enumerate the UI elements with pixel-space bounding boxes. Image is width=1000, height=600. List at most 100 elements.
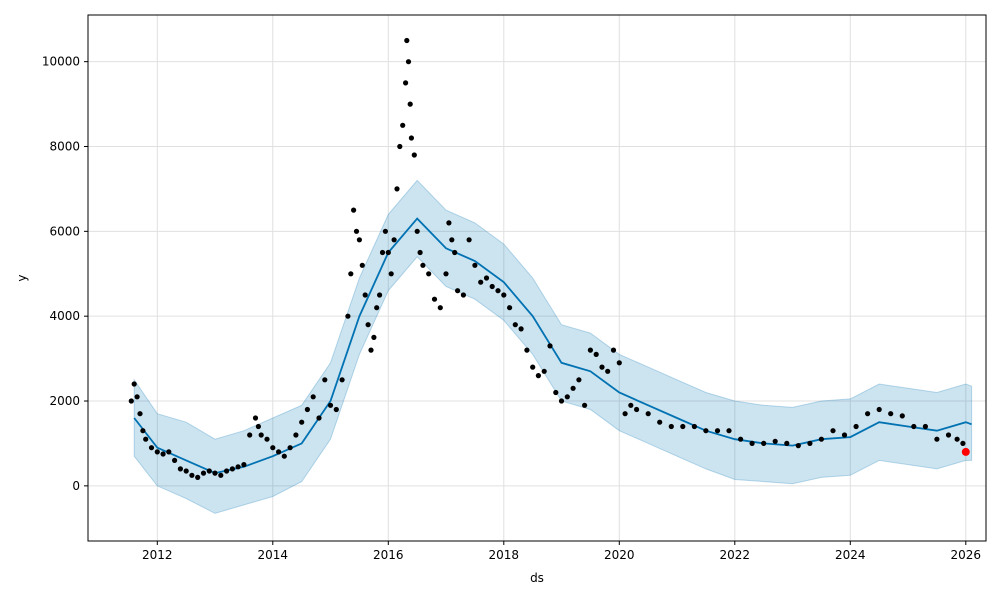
observed-point xyxy=(628,402,634,408)
observed-point xyxy=(333,406,339,413)
observed-point xyxy=(403,80,409,86)
observed-point xyxy=(258,432,264,438)
observed-point xyxy=(351,207,357,213)
x-tick-label: 2026 xyxy=(951,548,982,562)
observed-point xyxy=(466,237,472,243)
observed-point xyxy=(345,313,351,319)
observed-point xyxy=(587,347,594,353)
observed-point xyxy=(703,428,709,434)
observed-point xyxy=(911,423,917,430)
observed-point xyxy=(316,415,322,421)
observed-point xyxy=(405,59,412,65)
observed-point xyxy=(426,271,432,277)
observed-point xyxy=(400,122,406,128)
observed-point xyxy=(576,377,582,383)
observed-point xyxy=(414,228,420,234)
x-tick-label: 2016 xyxy=(373,548,404,562)
observed-point xyxy=(417,249,423,256)
grid-lines xyxy=(88,15,986,541)
observed-point xyxy=(749,440,755,446)
y-tick-label: 8000 xyxy=(49,140,80,154)
observed-point xyxy=(140,428,146,434)
x-tick-label: 2012 xyxy=(142,548,173,562)
observed-point xyxy=(431,296,438,302)
observed-point xyxy=(954,436,960,442)
observed-point xyxy=(478,279,484,285)
observed-point xyxy=(512,322,518,328)
observed-point xyxy=(224,468,230,474)
observed-point xyxy=(408,135,414,141)
latest-point-highlight xyxy=(961,447,970,456)
observed-point xyxy=(507,305,513,311)
observed-point xyxy=(359,262,365,268)
observed-point xyxy=(310,394,316,400)
observed-point xyxy=(795,443,801,449)
observed-point xyxy=(865,411,871,417)
observed-point xyxy=(443,271,449,277)
observed-point xyxy=(570,385,576,391)
observed-point xyxy=(200,470,207,476)
observed-point xyxy=(888,411,894,417)
observed-point xyxy=(945,432,952,438)
observed-point xyxy=(276,449,282,455)
observed-point xyxy=(166,449,172,455)
observed-point xyxy=(446,220,452,226)
observed-point xyxy=(397,143,403,150)
observed-point xyxy=(483,275,490,281)
observed-point xyxy=(241,462,247,468)
observed-point xyxy=(524,347,530,353)
observed-point xyxy=(154,449,160,455)
observed-point xyxy=(599,364,605,370)
observed-point xyxy=(449,237,455,243)
observed-point xyxy=(495,288,501,294)
observed-point xyxy=(634,406,640,413)
observed-point xyxy=(411,152,417,158)
observed-point xyxy=(235,464,241,470)
y-tick-label: 2000 xyxy=(49,394,80,408)
x-axis-label: ds xyxy=(530,571,544,585)
observed-point xyxy=(807,440,813,446)
y-tick-label: 6000 xyxy=(49,224,80,238)
observed-point xyxy=(281,453,287,459)
x-tick-label: 2020 xyxy=(604,548,635,562)
observed-point xyxy=(371,334,377,340)
observed-point xyxy=(714,428,721,434)
observed-point xyxy=(137,411,143,417)
observed-point xyxy=(657,419,663,425)
x-tick-label: 2018 xyxy=(489,548,520,562)
observed-point xyxy=(535,373,542,379)
observed-point xyxy=(668,423,674,430)
observed-point xyxy=(183,468,189,474)
observed-point xyxy=(530,364,536,370)
uncertainty-band-layer xyxy=(133,179,973,514)
observed-point xyxy=(452,249,458,256)
observed-point xyxy=(853,423,859,430)
observed-point xyxy=(818,436,825,442)
observed-point xyxy=(229,466,235,472)
x-tick-label: 2022 xyxy=(720,548,751,562)
observed-point xyxy=(558,398,565,404)
x-tick-label: 2024 xyxy=(835,548,866,562)
observed-point xyxy=(501,292,507,298)
observed-point xyxy=(960,440,966,446)
observed-point xyxy=(368,347,374,353)
observed-point xyxy=(784,440,790,446)
observed-point xyxy=(394,186,400,192)
observed-point xyxy=(131,381,137,387)
observed-point xyxy=(437,305,443,311)
observed-point xyxy=(327,402,334,408)
observed-point xyxy=(593,351,599,357)
observed-point xyxy=(206,468,212,474)
observed-point xyxy=(404,37,410,44)
observed-point xyxy=(356,237,362,243)
x-axis-ticks: 2012 2014 2016 2018 2020 2022 2024 2026 xyxy=(142,541,981,562)
observed-point xyxy=(374,305,380,311)
y-axis-label: y xyxy=(15,274,29,281)
observed-point xyxy=(148,445,155,451)
observed-point xyxy=(605,368,611,374)
observed-point xyxy=(841,432,848,438)
plot-area-frame xyxy=(87,14,987,542)
observed-point xyxy=(348,271,354,277)
observed-point xyxy=(420,262,426,268)
